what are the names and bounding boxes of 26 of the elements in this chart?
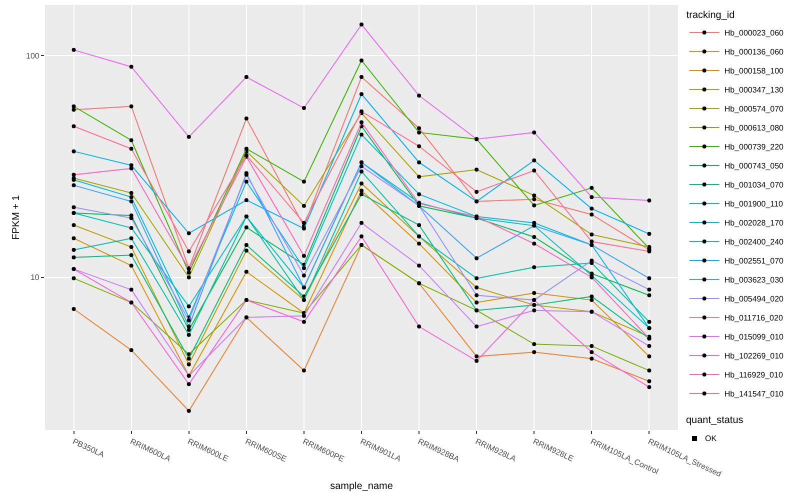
legend-label: Hb_001034_070 (724, 180, 784, 190)
legend-label: Hb_000136_060 (724, 48, 784, 57)
legend-label: Hb_116929_010 (724, 370, 784, 380)
legend-label: Hb_015099_010 (724, 332, 784, 342)
y-axis-title: FPKM + 1 (11, 194, 22, 240)
legend-label: Hb_002400_240 (724, 238, 784, 247)
legend-label: Hb_000739_220 (724, 142, 784, 152)
legend-label: Hb_011716_020 (724, 314, 784, 323)
legend-label: Hb_000743_050 (724, 162, 784, 171)
legend-label: Hb_000023_060 (724, 28, 784, 38)
legend-label: Hb_005494_020 (724, 294, 784, 304)
legend-label: Hb_000613_080 (724, 124, 784, 133)
legend-label: Hb_000158_100 (724, 66, 784, 76)
legend-label: Hb_003623_030 (724, 276, 784, 285)
y-tick-label: 10 (30, 273, 40, 282)
y-tick-label: 100 (26, 51, 40, 60)
legend-label: Hb_001900_110 (724, 200, 784, 209)
legend-label: Hb_141547_010 (724, 390, 784, 399)
legend-label: Hb_000574_070 (724, 104, 784, 114)
legend-label: Hb_002551_070 (724, 256, 784, 266)
legend-title: tracking_id (686, 10, 735, 21)
legend-label: Hb_102269_010 (724, 352, 784, 361)
legend-label: Hb_002028_170 (724, 218, 784, 228)
x-axis-title: sample_name (330, 481, 394, 492)
legend-label: Hb_000347_130 (724, 86, 784, 95)
text: quant_status (686, 415, 744, 426)
